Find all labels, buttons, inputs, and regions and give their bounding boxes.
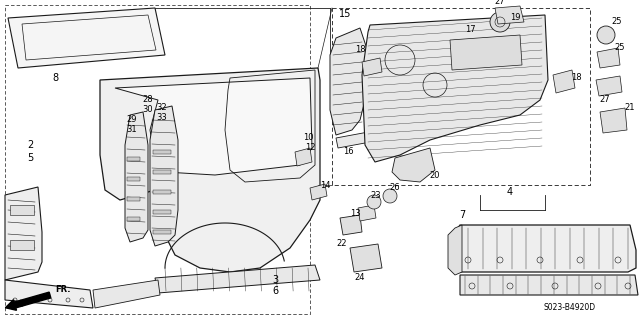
Text: 2: 2 (27, 140, 33, 150)
Polygon shape (5, 187, 42, 280)
Bar (153, 190, 171, 194)
Text: 21: 21 (625, 103, 636, 113)
Polygon shape (455, 225, 636, 272)
Bar (153, 170, 171, 174)
Polygon shape (115, 78, 312, 175)
Polygon shape (93, 280, 160, 308)
Circle shape (597, 26, 615, 44)
Polygon shape (10, 205, 34, 215)
Text: 22: 22 (337, 240, 348, 249)
Polygon shape (330, 28, 368, 135)
Text: 14: 14 (320, 181, 330, 189)
Bar (153, 150, 171, 154)
Circle shape (367, 195, 381, 209)
Polygon shape (155, 265, 320, 293)
Polygon shape (125, 112, 148, 242)
Bar (127, 157, 140, 161)
Circle shape (490, 12, 510, 32)
Text: 19: 19 (509, 13, 520, 23)
Text: 6: 6 (272, 286, 278, 296)
Polygon shape (295, 148, 312, 166)
Polygon shape (350, 244, 382, 272)
Text: 31: 31 (127, 125, 138, 135)
Polygon shape (600, 108, 627, 133)
Text: 4: 4 (507, 187, 513, 197)
Bar (127, 217, 140, 221)
Text: 27: 27 (600, 95, 611, 105)
Text: S023-B4920D: S023-B4920D (544, 303, 596, 313)
Polygon shape (448, 225, 462, 275)
Text: FR.: FR. (55, 286, 70, 294)
Text: 18: 18 (355, 46, 365, 55)
Text: 25: 25 (615, 42, 625, 51)
FancyArrow shape (5, 292, 51, 310)
Text: 23: 23 (371, 191, 381, 201)
Text: 32: 32 (157, 103, 167, 113)
Text: 29: 29 (127, 115, 137, 124)
Polygon shape (358, 205, 376, 221)
Text: 27: 27 (495, 0, 506, 6)
Text: 3: 3 (272, 275, 278, 285)
Text: 7: 7 (459, 210, 465, 220)
Text: 12: 12 (305, 144, 316, 152)
Polygon shape (553, 70, 575, 93)
Text: 5: 5 (27, 153, 33, 163)
Polygon shape (8, 8, 165, 68)
Circle shape (383, 189, 397, 203)
Text: 16: 16 (342, 147, 353, 157)
Polygon shape (392, 148, 435, 182)
Polygon shape (495, 6, 524, 24)
Text: 17: 17 (465, 26, 476, 34)
Bar (153, 210, 171, 214)
Text: 33: 33 (157, 114, 168, 122)
Polygon shape (340, 215, 362, 235)
Polygon shape (596, 76, 622, 96)
Polygon shape (310, 184, 327, 200)
Polygon shape (100, 68, 320, 272)
Text: 10: 10 (303, 133, 313, 143)
Polygon shape (597, 48, 620, 68)
Bar (127, 177, 140, 181)
Polygon shape (460, 275, 638, 295)
Polygon shape (10, 240, 34, 250)
Text: 28: 28 (143, 95, 154, 105)
Text: 15: 15 (339, 9, 351, 19)
Polygon shape (150, 106, 178, 246)
Text: 13: 13 (349, 210, 360, 219)
Polygon shape (336, 128, 392, 148)
Text: 20: 20 (429, 170, 440, 180)
Text: 30: 30 (143, 106, 154, 115)
Text: 24: 24 (355, 273, 365, 283)
Text: 25: 25 (612, 18, 622, 26)
Bar (153, 230, 171, 234)
Text: 26: 26 (390, 183, 400, 192)
Text: 18: 18 (571, 73, 581, 83)
Text: 8: 8 (52, 73, 58, 83)
Bar (127, 197, 140, 201)
Polygon shape (5, 280, 93, 308)
Polygon shape (362, 15, 548, 162)
Polygon shape (362, 58, 382, 76)
Polygon shape (450, 35, 522, 70)
